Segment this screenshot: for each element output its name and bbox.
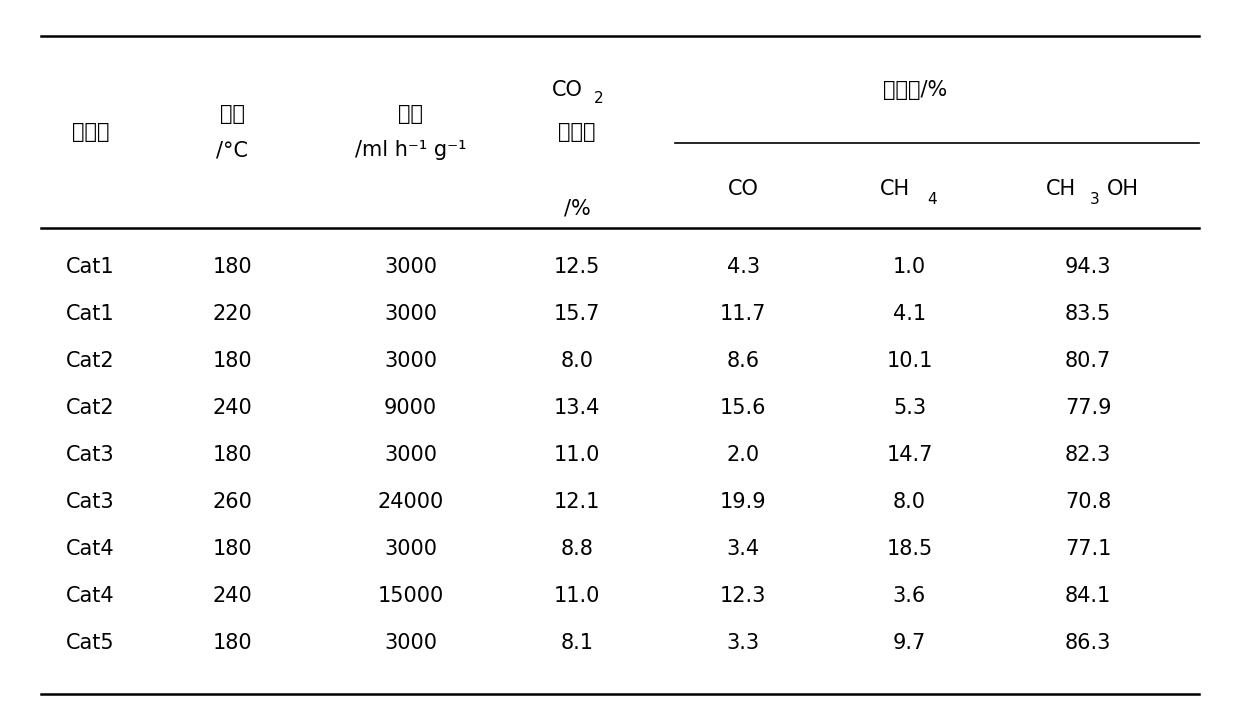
Text: Cat3: Cat3: [66, 446, 114, 465]
Text: 180: 180: [212, 539, 252, 559]
Text: 选择性/%: 选择性/%: [883, 80, 947, 99]
Text: 83.5: 83.5: [1065, 305, 1111, 325]
Text: 260: 260: [212, 492, 252, 513]
Text: CH: CH: [1045, 179, 1076, 199]
Text: 9000: 9000: [384, 398, 438, 418]
Text: 15.7: 15.7: [554, 305, 600, 325]
Text: 70.8: 70.8: [1065, 492, 1111, 513]
Text: 180: 180: [212, 258, 252, 277]
Text: 3000: 3000: [384, 351, 438, 372]
Text: Cat4: Cat4: [66, 586, 114, 606]
Text: 5.3: 5.3: [893, 398, 926, 418]
Text: Cat4: Cat4: [66, 539, 114, 559]
Text: 15000: 15000: [377, 586, 444, 606]
Text: 3000: 3000: [384, 305, 438, 325]
Text: 180: 180: [212, 446, 252, 465]
Text: 3000: 3000: [384, 446, 438, 465]
Text: Cat3: Cat3: [66, 492, 114, 513]
Text: 9.7: 9.7: [893, 634, 926, 653]
Text: 18.5: 18.5: [887, 539, 932, 559]
Text: CO: CO: [728, 179, 759, 199]
Text: Cat2: Cat2: [66, 351, 114, 372]
Text: /%: /%: [563, 199, 590, 218]
Text: /ml h⁻¹ g⁻¹: /ml h⁻¹ g⁻¹: [355, 140, 466, 160]
Text: /°C: /°C: [216, 140, 248, 160]
Text: Cat1: Cat1: [66, 305, 114, 325]
Text: 84.1: 84.1: [1065, 586, 1111, 606]
Text: 77.9: 77.9: [1065, 398, 1111, 418]
Text: 86.3: 86.3: [1065, 634, 1111, 653]
Text: CH: CH: [879, 179, 910, 199]
Text: 12.5: 12.5: [554, 258, 600, 277]
Text: 180: 180: [212, 351, 252, 372]
Text: 12.3: 12.3: [720, 586, 766, 606]
Text: 94.3: 94.3: [1065, 258, 1111, 277]
Text: 3: 3: [1089, 192, 1099, 207]
Text: 温度: 温度: [219, 104, 244, 125]
Text: 8.1: 8.1: [560, 634, 594, 653]
Text: 240: 240: [212, 398, 252, 418]
Text: 3000: 3000: [384, 258, 438, 277]
Text: 15.6: 15.6: [720, 398, 766, 418]
Text: 3000: 3000: [384, 634, 438, 653]
Text: 8.0: 8.0: [893, 492, 926, 513]
Text: 转化率: 转化率: [558, 122, 595, 143]
Text: 2: 2: [594, 91, 604, 107]
Text: CO: CO: [552, 80, 583, 99]
Text: 2.0: 2.0: [727, 446, 760, 465]
Text: 11.0: 11.0: [554, 446, 600, 465]
Text: 82.3: 82.3: [1065, 446, 1111, 465]
Text: 却化剂: 却化剂: [72, 122, 109, 143]
Text: 8.0: 8.0: [560, 351, 594, 372]
Text: 4.1: 4.1: [893, 305, 926, 325]
Text: 77.1: 77.1: [1065, 539, 1111, 559]
Text: 空速: 空速: [398, 104, 423, 125]
Text: 19.9: 19.9: [720, 492, 766, 513]
Text: Cat1: Cat1: [66, 258, 114, 277]
Text: 14.7: 14.7: [887, 446, 932, 465]
Text: 13.4: 13.4: [554, 398, 600, 418]
Text: 220: 220: [212, 305, 252, 325]
Text: 4: 4: [926, 192, 936, 207]
Text: 8.6: 8.6: [727, 351, 760, 372]
Text: 8.8: 8.8: [560, 539, 593, 559]
Text: 11.0: 11.0: [554, 586, 600, 606]
Text: 3000: 3000: [384, 539, 438, 559]
Text: 80.7: 80.7: [1065, 351, 1111, 372]
Text: 24000: 24000: [377, 492, 444, 513]
Text: 3.3: 3.3: [727, 634, 760, 653]
Text: 1.0: 1.0: [893, 258, 926, 277]
Text: 12.1: 12.1: [554, 492, 600, 513]
Text: 180: 180: [212, 634, 252, 653]
Text: Cat2: Cat2: [66, 398, 114, 418]
Text: 11.7: 11.7: [720, 305, 766, 325]
Text: 10.1: 10.1: [887, 351, 932, 372]
Text: 4.3: 4.3: [727, 258, 760, 277]
Text: 240: 240: [212, 586, 252, 606]
Text: 3.6: 3.6: [893, 586, 926, 606]
Text: OH: OH: [1106, 179, 1138, 199]
Text: 3.4: 3.4: [727, 539, 760, 559]
Text: Cat5: Cat5: [66, 634, 114, 653]
